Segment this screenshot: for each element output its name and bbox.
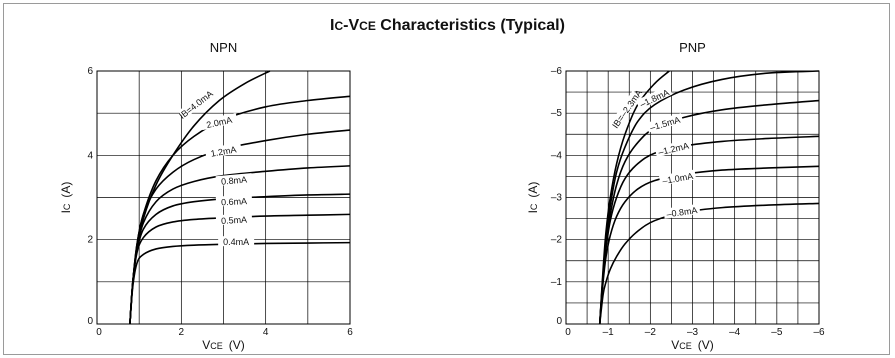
x-tick-label: –1 xyxy=(603,327,615,338)
x-tick-label: 4 xyxy=(263,327,269,338)
y-tick-label: –1 xyxy=(551,277,563,288)
series-label: IB=4.0mA xyxy=(177,89,215,121)
y-tick-label: 0 xyxy=(556,316,562,327)
series-label: 0.4mA xyxy=(223,237,249,247)
series-label-bg xyxy=(611,90,641,126)
series-label-bg xyxy=(658,169,697,186)
series-line xyxy=(129,213,351,325)
series-line xyxy=(129,129,351,325)
y-tick-label: –4 xyxy=(551,150,563,161)
series-label-bg xyxy=(178,88,213,119)
title-subscript: CE xyxy=(359,19,376,33)
x-tick-label: –4 xyxy=(729,327,741,338)
figure-frame xyxy=(3,3,890,355)
x-tick-label: 6 xyxy=(347,327,353,338)
title-part: Characteristics (Typical) xyxy=(375,17,565,34)
x-tick-label: –3 xyxy=(687,327,699,338)
y-axis-label: IC(A) xyxy=(526,182,540,214)
x-tick-label: –2 xyxy=(645,327,657,338)
y-tick-label: –2 xyxy=(551,235,563,246)
series-label: 2.0mA xyxy=(206,115,234,130)
series-label: –0.8mA xyxy=(666,205,698,219)
y-tick-label: –5 xyxy=(551,108,563,119)
x-axis-label: VCE (V) xyxy=(671,338,714,352)
series-label: 0.5mA xyxy=(221,215,248,226)
y-tick-label: –3 xyxy=(551,193,563,204)
series-label-bg xyxy=(218,236,255,247)
x-tick-label: 0 xyxy=(565,327,571,338)
chart-pnp: 0 –1 –2 –3 –4 –5 –6 0 –1 –2 –3 –4 –5 –6 PNP VCE (V) IC(A)… xyxy=(526,40,825,352)
series-label-bg xyxy=(654,139,692,157)
series-label-bg xyxy=(215,173,253,187)
series-label-bg xyxy=(635,85,673,110)
title-subscript: C xyxy=(334,19,344,33)
panel-title: NPN xyxy=(210,40,237,55)
y-axis-label: IC(A) xyxy=(59,182,73,214)
series-line xyxy=(598,165,820,325)
series-label-bg xyxy=(663,203,701,219)
series-line xyxy=(129,193,351,325)
grid xyxy=(565,70,820,325)
y-tick-label: 2 xyxy=(87,235,93,246)
y-tick-label: 0 xyxy=(87,316,93,327)
y-tick-label: 6 xyxy=(87,66,93,77)
plot-area-border xyxy=(565,70,820,325)
x-tick-label: 2 xyxy=(179,327,185,338)
series-label: –1.2mA xyxy=(657,141,689,158)
series-label: –1.0mA xyxy=(662,171,694,186)
series-label: IB=–2.3mA xyxy=(610,88,644,130)
series-label: 0.8mA xyxy=(221,175,248,187)
series-line xyxy=(598,135,820,325)
x-axis-label: VCE (V) xyxy=(202,338,245,352)
series-label: –1.8mA xyxy=(638,87,670,109)
series-label-bg xyxy=(200,112,238,131)
series-label-bg xyxy=(204,142,242,159)
plot-area-border xyxy=(96,70,351,325)
series-label-bg xyxy=(215,213,253,226)
x-tick-label: 0 xyxy=(96,327,102,338)
figure-title: IC-VCE Characteristics (Typical) xyxy=(0,17,895,35)
series-line xyxy=(129,241,351,325)
series-label-bg xyxy=(646,112,684,133)
series-label: 0.6mA xyxy=(221,196,248,207)
panel-title: PNP xyxy=(679,40,706,55)
title-part: -V xyxy=(343,17,360,34)
series-line xyxy=(598,202,820,325)
y-tick-label: 4 xyxy=(87,150,93,161)
series-label: 1.2mA xyxy=(210,144,237,158)
series-label-bg xyxy=(215,194,253,207)
x-tick-label: –6 xyxy=(813,327,825,338)
series-label: –1.5mA xyxy=(649,115,682,133)
y-tick-label: –6 xyxy=(551,66,563,77)
title-part: I xyxy=(330,17,335,34)
x-tick-label: –5 xyxy=(771,327,783,338)
